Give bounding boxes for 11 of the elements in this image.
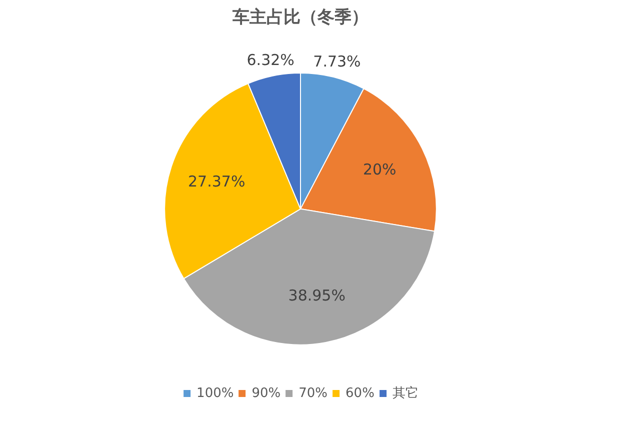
data-label: 27.37% — [188, 172, 246, 190]
data-label: 6.32% — [246, 50, 294, 69]
legend-label: 60% — [346, 386, 374, 400]
chart-title: 车主占比（冬季） — [232, 8, 368, 28]
legend-label: 90% — [252, 386, 281, 400]
legend-label: 100% — [196, 386, 234, 400]
legend-label: 70% — [298, 386, 328, 400]
data-label: 7.73% — [313, 52, 361, 70]
data-label: 38.95% — [288, 286, 346, 305]
data-label: 20% — [362, 160, 396, 179]
legend-label: 其它 — [392, 385, 418, 402]
